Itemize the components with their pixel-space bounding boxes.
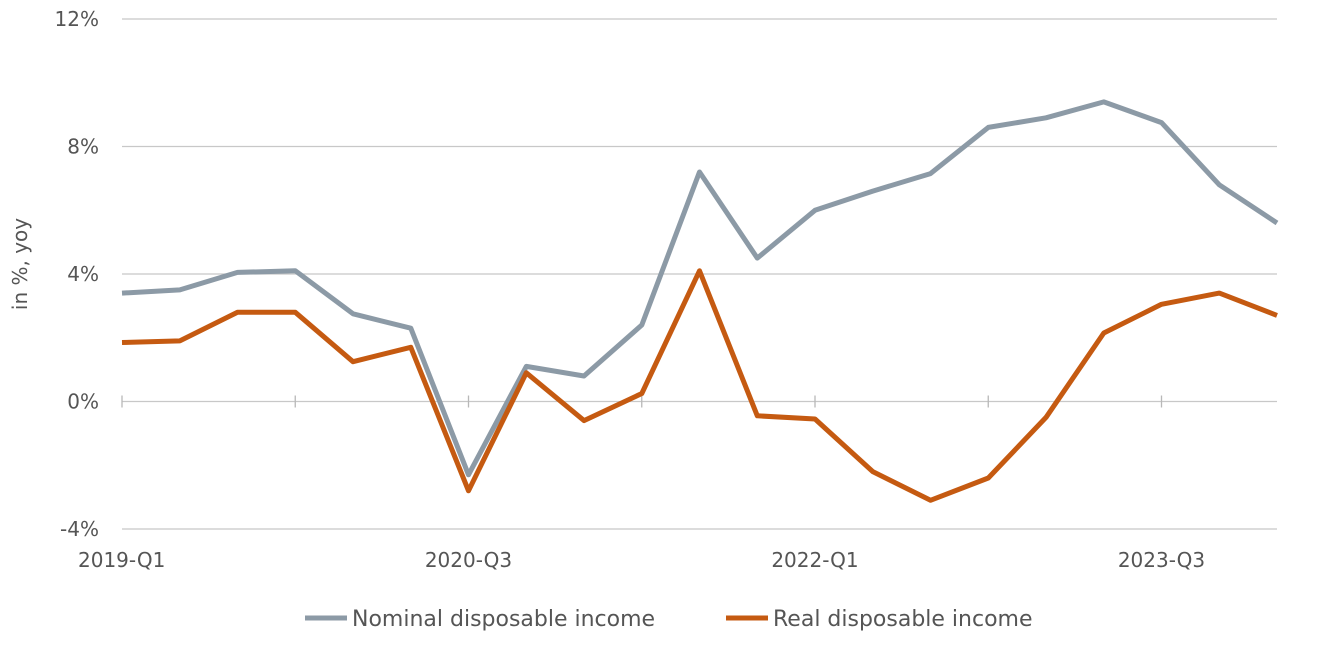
- x-tick-label: 2022-Q1: [771, 548, 858, 572]
- legend: Nominal disposable income Real disposable…: [305, 607, 1033, 632]
- legend-label-1: Real disposable income: [773, 607, 1033, 632]
- series-lines: [121, 99, 1279, 503]
- x-axis: 2019-Q1 2020-Q3 2022-Q1 2023-Q3: [78, 395, 1205, 572]
- y-axis-title: in %, yoy: [8, 218, 32, 310]
- legend-label-0: Nominal disposable income: [352, 607, 655, 632]
- y-tick-label: 4%: [67, 262, 99, 286]
- y-tick-label: 8%: [67, 135, 99, 159]
- y-tick-label: 0%: [67, 390, 99, 414]
- x-tick-label: 2023-Q3: [1118, 548, 1205, 572]
- y-tick-label: 12%: [55, 7, 99, 31]
- x-tick-label: 2019-Q1: [78, 548, 165, 572]
- y-axis-ticks: -4% 0% 4% 8% 12%: [55, 7, 99, 541]
- series-line-1: [121, 268, 1278, 503]
- x-tick-label: 2020-Q3: [425, 548, 512, 572]
- y-tick-label: -4%: [60, 517, 99, 541]
- series-line-0: [121, 99, 1279, 478]
